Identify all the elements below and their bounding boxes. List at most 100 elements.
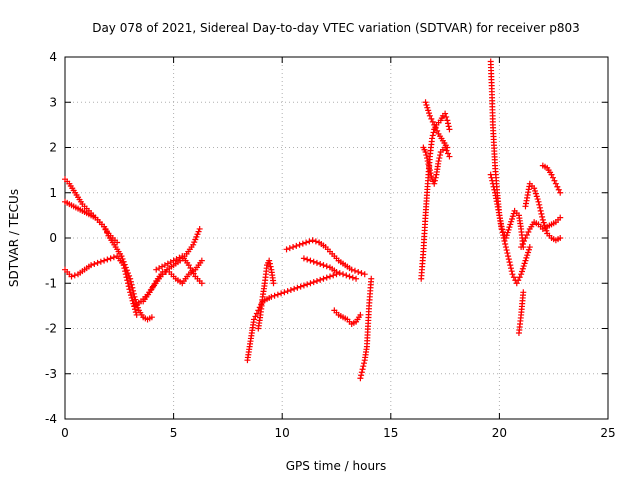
data-point [351, 267, 358, 274]
y-tick-label: 4 [49, 50, 57, 64]
data-point [358, 372, 365, 379]
x-tick-label: 20 [492, 426, 507, 440]
data-point [523, 231, 530, 238]
data-point [520, 263, 527, 270]
data-point [268, 293, 275, 300]
y-tick-label: 2 [49, 141, 57, 155]
x-tick-label: 25 [600, 426, 615, 440]
x-tick-label: 10 [275, 426, 290, 440]
series-arc-u [539, 162, 564, 196]
data-point [491, 186, 498, 193]
data-point [283, 246, 290, 253]
data-point [518, 271, 525, 278]
data-point [357, 311, 364, 318]
data-point [533, 193, 540, 200]
data-point [294, 284, 301, 291]
data-point [551, 177, 558, 184]
data-point [101, 257, 108, 264]
data-point [437, 152, 444, 159]
data-point [489, 177, 496, 184]
y-tick-label: 1 [49, 186, 57, 200]
data-point [431, 180, 438, 187]
data-point [445, 123, 452, 130]
series-arc-e [140, 257, 205, 305]
data-point [195, 228, 202, 235]
data-point [310, 258, 317, 265]
data-point [522, 257, 529, 264]
data-point [487, 171, 494, 178]
data-point [443, 113, 450, 120]
data-point [488, 174, 495, 181]
y-tick-label: -1 [45, 276, 57, 290]
x-tick-label: 5 [170, 426, 178, 440]
data-point [133, 311, 140, 318]
data-point [428, 115, 435, 122]
data-point [508, 218, 515, 225]
data-point [525, 228, 532, 235]
data-point [422, 149, 429, 156]
data-point [129, 297, 136, 304]
data-point [540, 219, 547, 226]
data-point [148, 314, 155, 321]
data-point [523, 254, 530, 261]
data-point [500, 235, 507, 241]
data-point [505, 253, 512, 260]
series-arc-p [487, 58, 527, 251]
data-point [300, 255, 307, 262]
series-arc-t [518, 214, 564, 251]
data-point [539, 213, 546, 220]
data-point [330, 272, 337, 279]
data-point [536, 201, 543, 208]
data-point [304, 281, 311, 288]
series-arc-m [418, 110, 453, 282]
data-point [278, 290, 285, 297]
data-point [190, 241, 197, 248]
data-point [358, 369, 365, 376]
data-point [121, 265, 128, 272]
data-point [131, 293, 138, 300]
data-point [124, 277, 131, 284]
series-arc-j [300, 255, 360, 282]
data-point [252, 313, 259, 320]
data-point [291, 285, 298, 292]
data-point [549, 174, 556, 181]
data-point [436, 155, 443, 162]
data-point [444, 150, 451, 157]
data-point [361, 271, 368, 278]
data-point [130, 290, 137, 297]
data-point [532, 190, 539, 197]
data-point [435, 158, 442, 165]
data-point [557, 235, 564, 241]
data-point [336, 270, 343, 277]
data-point [434, 127, 441, 134]
data-point [428, 173, 435, 180]
data-point [281, 289, 288, 296]
data-point [266, 260, 273, 267]
data-point [198, 280, 205, 287]
data-points [62, 58, 564, 382]
data-point [310, 279, 317, 286]
data-point [323, 263, 330, 270]
data-point [309, 237, 316, 244]
data-point [126, 286, 133, 293]
data-point [508, 215, 515, 222]
y-tick-label: -3 [45, 367, 57, 381]
series-arc-l [357, 275, 375, 382]
data-point [193, 233, 200, 240]
data-point [509, 271, 516, 278]
data-point [253, 310, 260, 317]
data-point [425, 161, 432, 168]
data-point [132, 296, 139, 303]
x-tick-label: 0 [61, 426, 69, 440]
data-point [510, 274, 517, 281]
data-point [443, 147, 450, 154]
data-point [297, 283, 304, 290]
data-point [358, 270, 365, 277]
data-point [114, 239, 121, 246]
data-point [355, 268, 362, 275]
series-arc-o [422, 99, 451, 151]
data-point [68, 273, 75, 280]
data-point [431, 121, 438, 128]
y-axis-label: SDTVAR / TECUs [7, 189, 21, 287]
